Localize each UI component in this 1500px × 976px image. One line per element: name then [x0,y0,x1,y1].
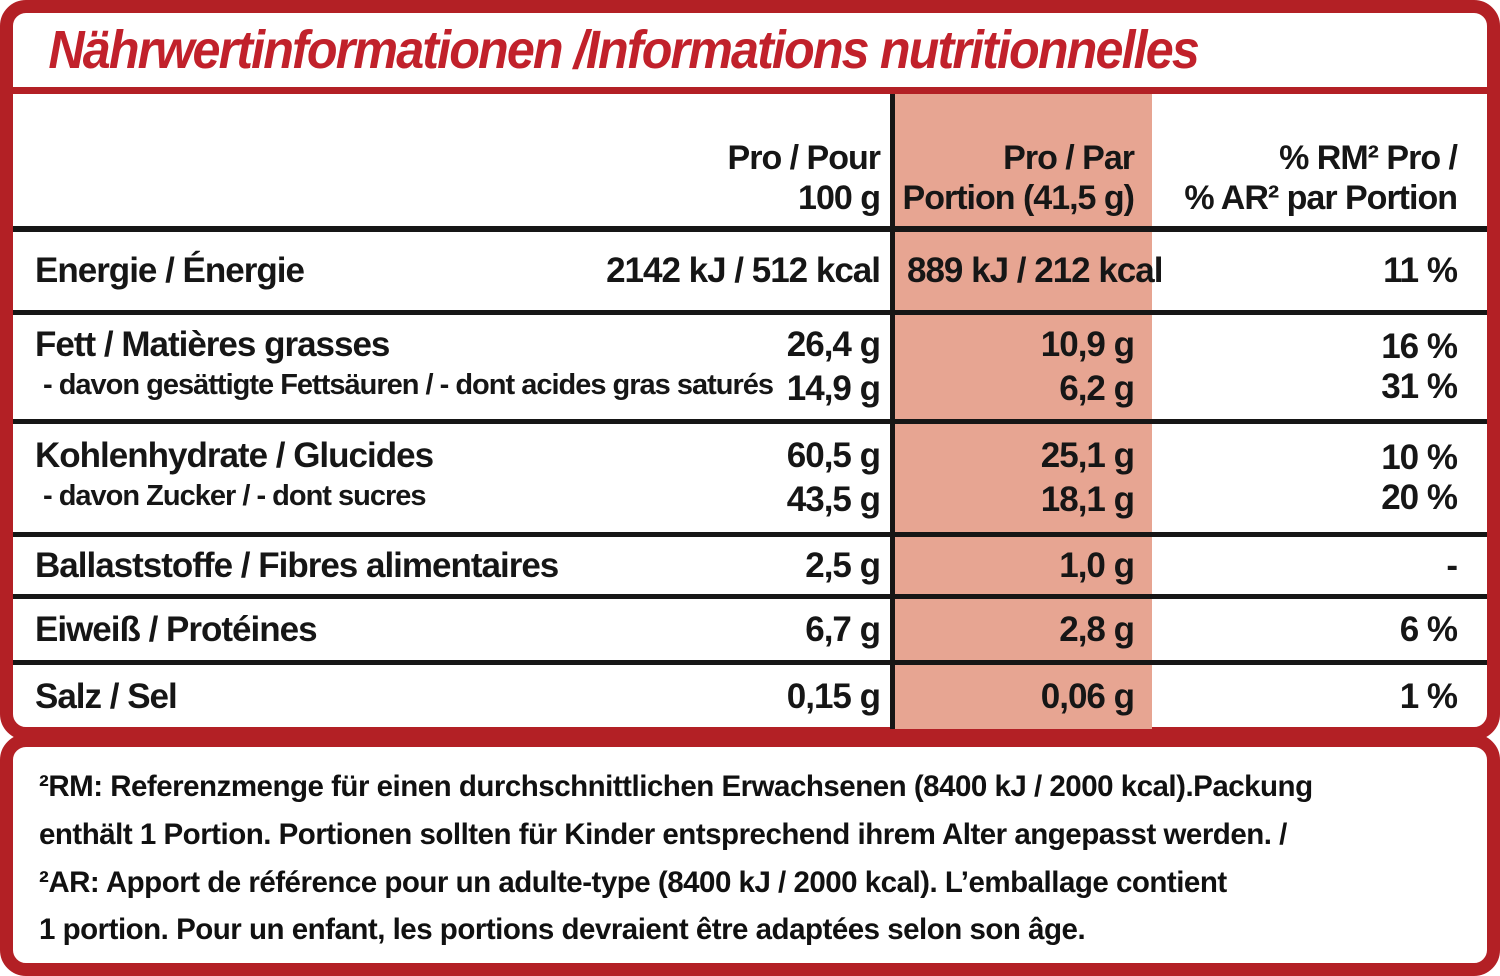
row-label: Ballaststoffe / Fibres alimentaires [35,545,559,585]
header-per100-line2: 100 g [798,178,881,217]
title-divider [13,87,1487,94]
row-label: - davon gesättigte Fettsäuren / - dont a… [43,369,774,401]
row-label: Salz / Sel [35,677,178,716]
header-per100-line1: Pro / Pour [727,138,881,177]
table-row-sugars: - davon Zucker / - dont sucres 43,5 g 18… [13,478,1487,532]
row-rm-value: 16 % [1381,327,1458,366]
row-per100-value: 6,7 g [805,609,881,649]
footnote-ar-line1: ²AR: Apport de référence pour un adulte-… [39,865,1227,899]
table-group-carbohydrates: Kohlenhydrate / Glucides 60,5 g 25,1 g 1… [13,424,1487,537]
row-label: Kohlenhydrate / Glucides [35,436,434,475]
row-per100-value: 14,9 g [786,369,881,408]
footnote-rm-line1: ²RM: Referenzmenge für einen durchschnit… [39,770,1313,803]
table-row-carbohydrates: Kohlenhydrate / Glucides 60,5 g 25,1 g 1… [13,424,1487,478]
row-portion-value: 1,0 g [890,537,1152,594]
header-portion-line1: Pro / Par [1003,138,1135,177]
row-rm-value: 31 % [1381,367,1458,406]
row-portion-value: 25,1 g [890,424,1152,478]
row-label: - davon Zucker / - dont sucres [43,480,427,512]
header-rm-line1: % RM² Pro / [1279,138,1458,177]
row-portion-value: 6,2 g [890,367,1152,419]
header-rm: % RM² Pro / % AR² par Portion [1152,138,1487,226]
row-label: Eiweiß / Protéines [35,609,318,649]
row-rm-value: - [1446,545,1458,585]
footnote-ar-line2: 1 portion. Pour un enfant, les portions … [39,913,1086,947]
header-portion: Pro / Par Portion (41,5 g) [890,94,1152,226]
row-per100-value: 43,5 g [786,480,881,519]
row-per100-value: 60,5 g [786,436,881,475]
row-portion-value: 889 kJ / 212 kcal [890,232,1163,310]
row-rm-value: 1 % [1399,677,1458,716]
table-row-fat: Fett / Matières grasses 26,4 g 10,9 g 16… [13,315,1487,367]
footnote-rm-line2: enthält 1 Portion. Portionen sollten für… [39,817,1287,851]
row-portion-value: 10,9 g [890,315,1152,367]
row-rm-value: 10 % [1381,438,1458,477]
row-rm-value: 11 % [1383,251,1458,290]
table-row-protein: Eiweiß / Protéines 6,7 g 2,8 g 6 % [13,599,1487,665]
table-row-salt: Salz / Sel 0,15 g 0,06 g 1 % [13,665,1487,729]
table-group-fat: Fett / Matières grasses 26,4 g 10,9 g 16… [13,315,1487,424]
page-title: Nährwertinformationen /Informations nutr… [48,20,1199,80]
header-per100: Pro / Pour 100 g [13,94,890,226]
footnotes-box: ²RM: Referenzmenge für einen durchschnit… [0,734,1500,976]
row-per100-value: 26,4 g [786,325,881,364]
table-row-saturated-fat: - davon gesättigte Fettsäuren / - dont a… [13,367,1487,419]
row-per100-value: 2142 kJ / 512 kcal [606,251,881,290]
nutrition-table: Pro / Pour 100 g Pro / Par Portion (41,5… [13,94,1487,729]
row-portion-value: 2,8 g [890,599,1152,660]
header-portion-line2: Portion (41,5 g) [902,178,1135,217]
row-portion-value: 18,1 g [890,478,1152,532]
row-per100-value: 0,15 g [786,677,881,716]
header-rm-line2: % AR² par Portion [1184,178,1458,217]
row-label: Fett / Matières grasses [35,325,390,364]
table-row-fiber: Ballaststoffe / Fibres alimentaires 2,5 … [13,537,1487,599]
row-label: Energie / Énergie [35,251,305,290]
row-per100-value: 2,5 g [805,545,881,585]
nutrition-table-box: Nährwertinformationen /Informations nutr… [0,0,1500,740]
row-rm-value: 20 % [1381,478,1458,517]
row-rm-value: 6 % [1399,609,1458,649]
table-header-row: Pro / Pour 100 g Pro / Par Portion (41,5… [13,94,1487,232]
title-bar: Nährwertinformationen /Informations nutr… [13,13,1487,87]
row-portion-value: 0,06 g [890,665,1152,729]
table-row-energy: Energie / Énergie 2142 kJ / 512 kcal 889… [13,232,1487,315]
